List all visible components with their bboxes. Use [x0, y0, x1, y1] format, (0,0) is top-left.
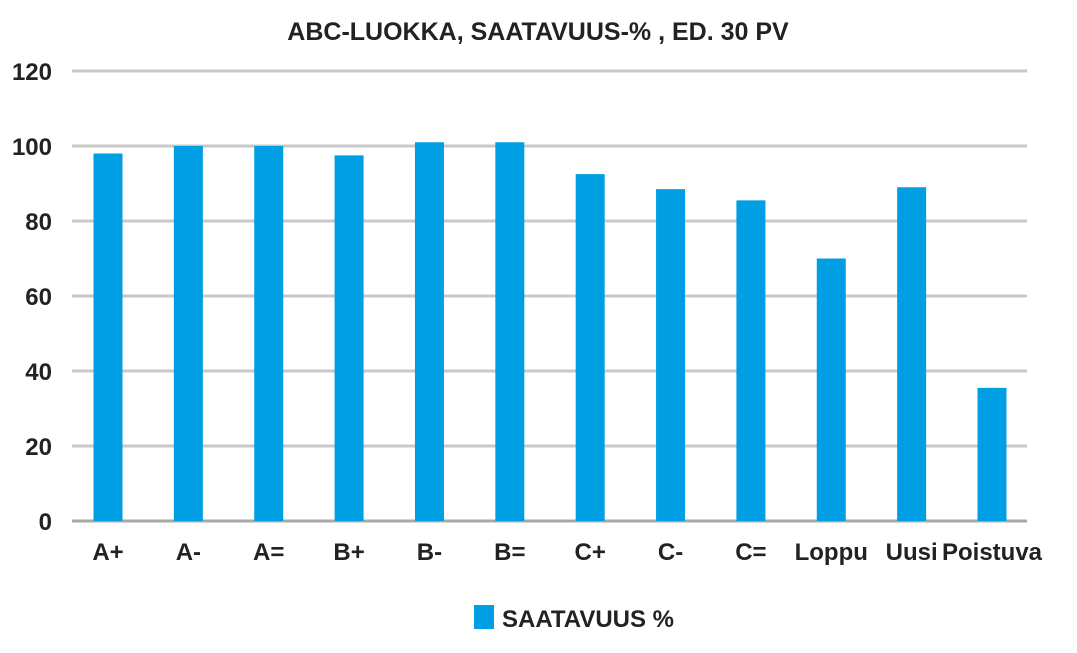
bar — [495, 142, 525, 521]
x-tick-label: C+ — [575, 539, 606, 566]
y-tick-label: 80 — [25, 209, 52, 236]
bar — [897, 187, 927, 521]
gridlines — [72, 69, 1027, 523]
bars — [93, 142, 1007, 521]
bar — [977, 387, 1007, 521]
x-tick-label: Loppu — [795, 539, 868, 566]
bar — [254, 146, 284, 521]
y-axis-ticks: 0 20 40 60 80 100 120 — [12, 59, 52, 536]
x-tick-label: B= — [494, 539, 525, 566]
bar — [816, 258, 846, 521]
bar — [93, 153, 123, 521]
bar — [334, 155, 364, 521]
bar — [173, 146, 203, 521]
x-tick-label: C- — [658, 539, 683, 566]
bar — [575, 174, 605, 521]
y-tick-label: 60 — [25, 284, 52, 311]
y-tick-label: 0 — [39, 509, 52, 536]
y-tick-label: 100 — [12, 134, 52, 161]
x-axis-labels: A+ A- A= B+ B- B= C+ C- C= Loppu Uusi Poistuva — [92, 539, 1042, 566]
bar — [656, 189, 686, 521]
x-tick-label: Poistuva — [942, 539, 1043, 566]
x-tick-label: A+ — [92, 539, 123, 566]
x-tick-label: B- — [417, 539, 442, 566]
x-tick-label: C= — [735, 539, 766, 566]
legend-swatch — [474, 605, 494, 629]
legend: SAATAVUUS % — [474, 605, 674, 633]
bar — [414, 142, 444, 521]
x-tick-label: A- — [176, 539, 201, 566]
y-tick-label: 120 — [12, 59, 52, 86]
chart-title: ABC-LUOKKA, SAATAVUUS-% , ED. 30 PV — [287, 18, 789, 46]
bar — [736, 200, 766, 521]
legend-label: SAATAVUUS % — [502, 606, 674, 633]
x-tick-label: Uusi — [886, 539, 938, 566]
y-tick-label: 40 — [25, 359, 52, 386]
x-tick-label: B+ — [333, 539, 364, 566]
y-tick-label: 20 — [25, 434, 52, 461]
x-tick-label: A= — [253, 539, 284, 566]
